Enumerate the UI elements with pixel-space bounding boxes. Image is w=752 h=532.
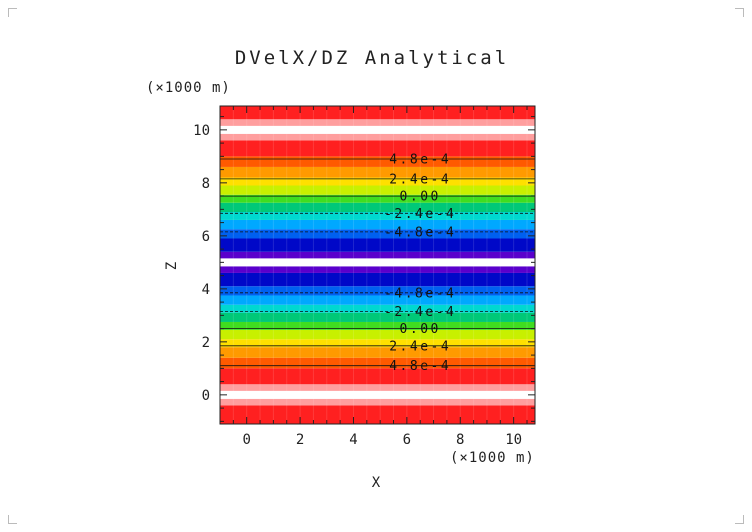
corner-mark-bottom-left: [8, 515, 17, 524]
x-tick-label: 6: [403, 432, 411, 448]
heatmap-band-22: [220, 202, 535, 212]
x-tick-label: 4: [349, 432, 357, 448]
contour-label-3: -2.4e-4: [384, 305, 456, 320]
plot-frame: [219, 105, 536, 425]
y-tick-label: 4: [202, 282, 210, 298]
heatmap-band-20: [220, 219, 535, 230]
contour-label-4: -4.8e-4: [384, 286, 456, 301]
contour-label-6: -2.4e-4: [384, 207, 456, 222]
heatmap-band-0: [220, 405, 535, 424]
heatmap-band-21: [220, 212, 535, 220]
heatmap-band-32: [220, 106, 535, 120]
contour-label-5: -4.8e-4: [384, 225, 456, 240]
heatmap-band-13: [220, 286, 535, 296]
heatmap-band-6: [220, 347, 535, 358]
contour-label-9: 4.8e-4: [389, 153, 451, 168]
y-axis-label: Z: [164, 262, 180, 270]
heatmap-band-18: [220, 238, 535, 252]
corner-mark-top-left: [8, 8, 17, 17]
heatmap-band-3: [220, 384, 535, 391]
contour-label-1: 2.4e-4: [389, 339, 451, 354]
heatmap-band-9: [220, 321, 535, 330]
corner-mark-bottom-right: [735, 515, 744, 524]
contour-label-8: 2.4e-4: [389, 172, 451, 187]
heatmap-bands: [219, 106, 535, 424]
x-tick-label: 10: [505, 432, 522, 448]
contour-lines: 4.8e-4 2.4e-4 0.00 -2.4e-4 -4.8e-4 -4.8e-4 -2.…: [220, 153, 535, 374]
axes: 0 2 4 6 8 10 0 2 4 6 8 10: [193, 105, 536, 448]
x-tick-label: 2: [296, 432, 304, 448]
y-tick-label: 0: [202, 388, 210, 404]
heatmap-band-24: [220, 185, 535, 195]
heatmap-band-14: [220, 272, 535, 287]
heatmap-band-1: [220, 398, 535, 406]
heatmap-band-26: [220, 166, 535, 178]
contour-label-7: 0.00: [400, 190, 441, 205]
y-axis-unit: (×1000 m): [146, 80, 231, 96]
x-axis-unit: (×1000 m): [450, 450, 535, 466]
heatmap-band-5: [220, 357, 535, 369]
y-tick-label: 8: [202, 176, 210, 192]
corner-mark-top-right: [735, 8, 744, 17]
y-tick-label: 2: [202, 335, 210, 351]
heatmap-band-12: [220, 295, 535, 305]
heatmap-band-28: [220, 140, 535, 157]
heatmap-band-23: [220, 194, 535, 203]
heatmap-band-10: [220, 312, 535, 322]
y-tick-label: 6: [202, 229, 210, 245]
chart-title: DVelX/DZ Analytical: [235, 47, 509, 69]
heatmap-band-30: [220, 125, 535, 134]
x-axis-label: X: [372, 475, 381, 491]
heatmap-band-29: [220, 133, 535, 141]
y-tick-label: 10: [193, 123, 210, 139]
contour-label-2: 0.00: [400, 322, 441, 337]
heatmap-band-25: [220, 177, 535, 186]
heatmap-band-4: [220, 368, 535, 385]
x-tick-label: 0: [242, 432, 250, 448]
heatmap-band-16: [220, 258, 535, 267]
heatmap-band-19: [220, 229, 535, 239]
x-tick-label: 8: [456, 432, 464, 448]
contour-label-0: 4.8e-4: [389, 359, 451, 374]
heatmap-band-11: [220, 304, 535, 313]
heatmap-band-15: [220, 266, 535, 273]
heatmap-band-8: [220, 329, 535, 340]
heatmap-band-2: [220, 390, 535, 399]
heatmap-band-17: [220, 251, 535, 259]
heatmap-band-7: [220, 339, 535, 348]
heatmap-band-31: [220, 119, 535, 126]
heatmap-band-27: [220, 156, 535, 167]
